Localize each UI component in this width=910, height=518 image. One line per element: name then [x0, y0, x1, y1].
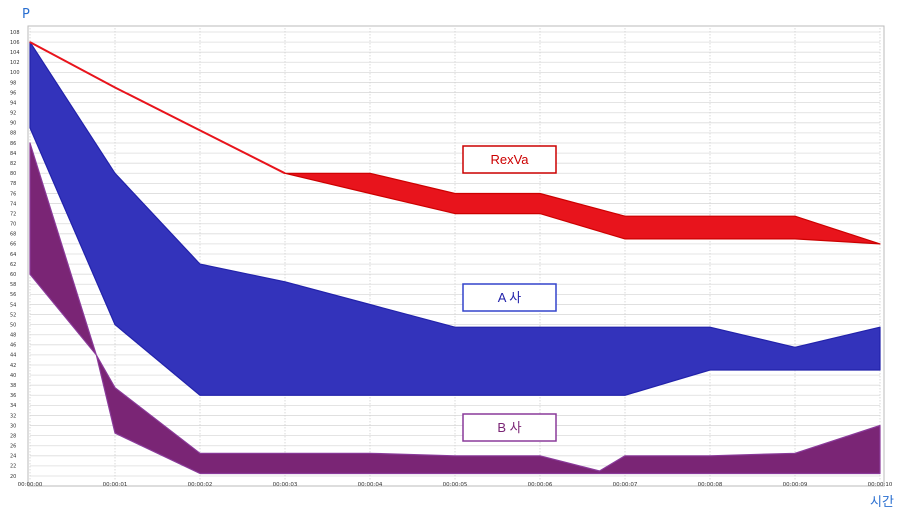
y-tick-label: 78: [10, 181, 16, 187]
y-tick-label: 96: [10, 90, 16, 96]
y-tick-label: 108: [10, 30, 20, 36]
y-tick-label: 100: [10, 70, 20, 76]
y-tick-label: 74: [10, 201, 16, 207]
y-tick-label: 106: [10, 40, 20, 46]
y-tick-label: 54: [10, 302, 16, 308]
series-area-rexva: [29, 41, 881, 245]
y-tick-label: 28: [10, 433, 16, 439]
legend-label-rexva: RexVa: [490, 152, 529, 167]
y-tick-label: 68: [10, 232, 16, 238]
y-tick-label: 88: [10, 131, 16, 137]
x-tick-label: 00:00:10: [868, 482, 893, 488]
y-tick-label: 24: [10, 454, 16, 460]
y-tick-label: 32: [10, 413, 16, 419]
y-tick-label: 56: [10, 292, 16, 298]
y-tick-label: 44: [10, 353, 16, 359]
y-tick-label: 102: [10, 60, 20, 66]
x-tick-label: 00:00:05: [443, 482, 468, 488]
y-tick-label: 52: [10, 312, 16, 318]
y-tick-label: 58: [10, 282, 16, 288]
y-tick-label: 36: [10, 393, 16, 399]
y-axis: 108 106 104 102 100 98 96 94 92 90 88 86 84 82 80 78 76 7…: [10, 30, 20, 480]
y-tick-label: 40: [10, 373, 16, 379]
legend-rexva: RexVa: [462, 145, 557, 174]
y-tick-label: 42: [10, 363, 16, 369]
y-tick-label: 94: [10, 100, 16, 106]
y-tick-label: 30: [10, 423, 16, 429]
x-tick-label: 00:00:09: [783, 482, 808, 488]
y-tick-label: 76: [10, 191, 16, 197]
y-tick-label: 72: [10, 211, 16, 217]
x-tick-label: 00:00:00: [18, 482, 43, 488]
y-tick-label: 82: [10, 161, 16, 167]
series-areas: [29, 41, 881, 475]
y-tick-label: 50: [10, 322, 16, 328]
series-line-rexva: [29, 41, 286, 175]
y-tick-label: 46: [10, 343, 16, 349]
x-tick-label: 00:00:02: [188, 482, 213, 488]
y-tick-label: 60: [10, 272, 16, 278]
y-tick-label: 86: [10, 141, 16, 147]
y-tick-label: 20: [10, 474, 16, 480]
x-axis: 00:00:00 00:00:01 00:00:02 00:00:03 00:00:04…: [18, 482, 893, 488]
series-area-a: [29, 41, 881, 396]
y-tick-label: 34: [10, 403, 16, 409]
x-axis-label: 시간: [870, 495, 894, 510]
y-tick-label: 70: [10, 222, 16, 228]
y-tick-label: 98: [10, 80, 16, 86]
x-tick-label: 00:00:08: [698, 482, 723, 488]
legend-a: A 사: [462, 283, 557, 312]
series-area-b: [29, 142, 881, 475]
x-tick-label: 00:00:07: [613, 482, 638, 488]
y-tick-label: 62: [10, 262, 16, 268]
y-tick-label: 26: [10, 444, 16, 450]
y-tick-label: 90: [10, 121, 16, 127]
legend-b: B 사: [462, 413, 557, 442]
y-tick-label: 92: [10, 111, 16, 117]
legend-label-b: B 사: [497, 420, 521, 435]
y-axis-label: P: [22, 7, 30, 22]
x-tick-label: 00:00:04: [358, 482, 383, 488]
x-tick-label: 00:00:03: [273, 482, 298, 488]
y-tick-label: 80: [10, 171, 16, 177]
y-tick-label: 48: [10, 333, 16, 339]
y-tick-label: 66: [10, 242, 16, 248]
legend-label-a: A 사: [498, 290, 522, 305]
x-tick-label: 00:00:01: [103, 482, 128, 488]
y-tick-label: 64: [10, 252, 16, 258]
y-tick-label: 84: [10, 151, 16, 157]
x-tick-label: 00:00:06: [528, 482, 553, 488]
y-tick-label: 104: [10, 50, 20, 56]
y-tick-label: 22: [10, 464, 16, 470]
y-tick-label: 38: [10, 383, 16, 389]
